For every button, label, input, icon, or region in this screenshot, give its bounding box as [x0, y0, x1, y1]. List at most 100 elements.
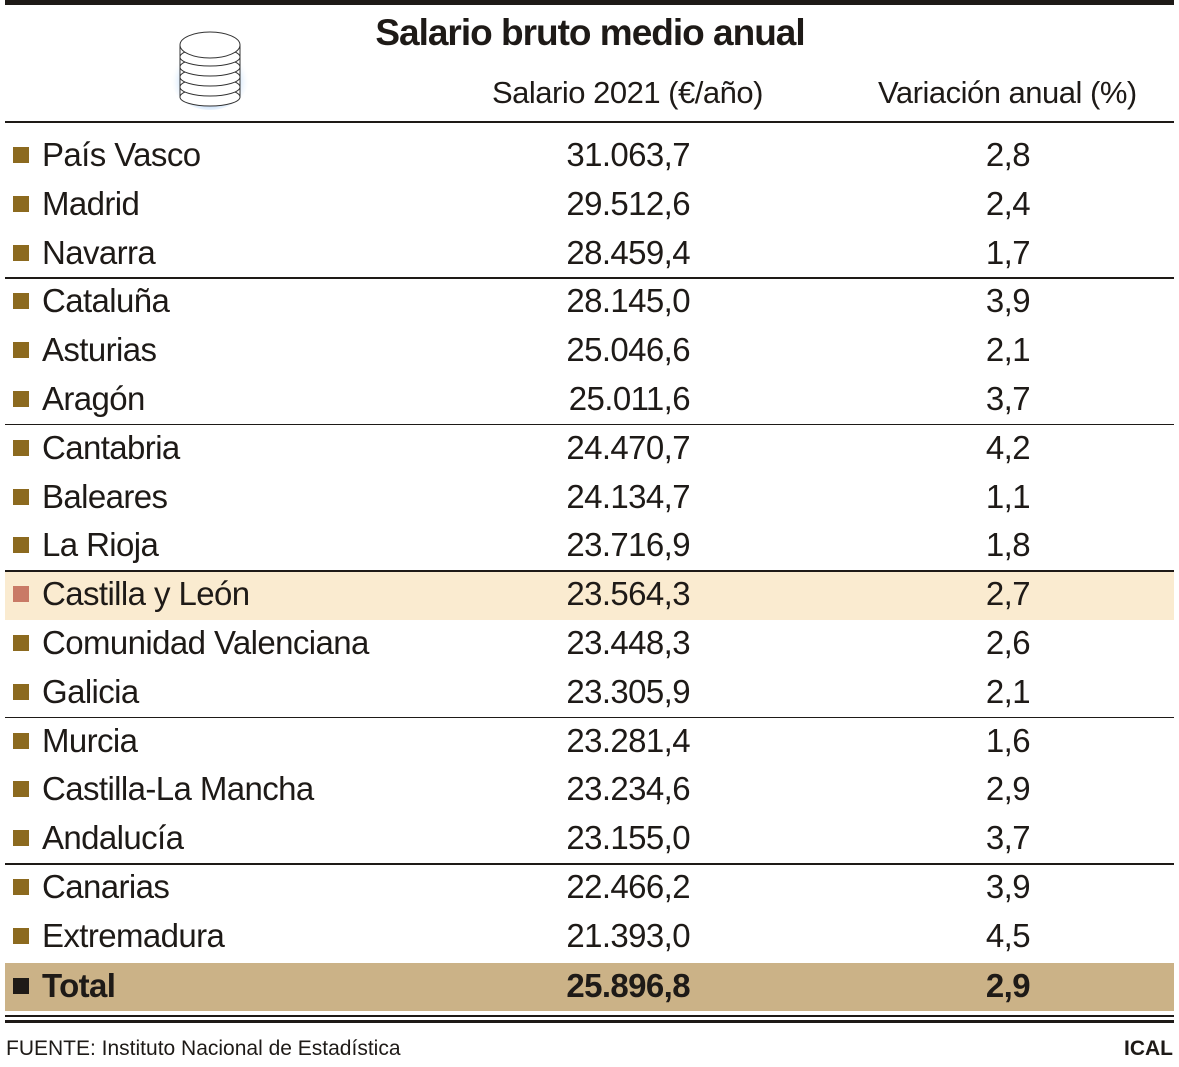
region-name: Comunidad Valenciana — [42, 624, 369, 661]
region-name: Navarra — [42, 233, 156, 271]
region-name: Asturias — [42, 331, 157, 369]
region-name: País Vasco — [42, 136, 201, 173]
table-row: Extremadura 21.393,0 4,5 — [5, 913, 1174, 962]
variation-value: 2,8 — [985, 136, 1031, 173]
variation-value: 3,9 — [985, 282, 1031, 320]
salary-value: 25.896,8 — [566, 966, 690, 1004]
region-name: Extremadura — [42, 916, 225, 954]
row-marker — [13, 781, 29, 798]
row-marker — [13, 586, 29, 603]
variation-value: 2,9 — [985, 966, 1031, 1004]
table-row: Galicia 23.305,9 2,1 — [5, 669, 1174, 718]
table-row: Castilla y León 23.564,3 2,7 — [5, 571, 1174, 620]
row-marker — [13, 293, 29, 310]
table-row: Cataluña 28.145,0 3,9 — [5, 278, 1174, 327]
table-row: Castilla-La Mancha 23.234,6 2,9 — [5, 766, 1174, 815]
variation-value: 1,7 — [985, 233, 1031, 271]
row-marker — [13, 147, 29, 163]
group-divider — [5, 863, 1174, 865]
column-header-variation: Variación anual (%) — [878, 75, 1137, 110]
salary-value: 25.046,6 — [566, 331, 690, 369]
group-divider — [5, 570, 1174, 572]
table-row: Murcia 23.281,4 1,6 — [5, 718, 1174, 767]
row-marker — [13, 488, 29, 505]
salary-value: 25.011,6 — [568, 380, 691, 417]
total-row: Total 25.896,8 2,9 — [5, 962, 1174, 1012]
variation-value: 2,1 — [985, 672, 1031, 710]
region-name: Total — [42, 966, 116, 1004]
salary-value: 23.564,3 — [566, 575, 690, 613]
salary-value: 23.155,0 — [566, 819, 690, 857]
salary-value: 29.512,6 — [566, 184, 690, 222]
variation-value: 1,6 — [985, 721, 1031, 759]
table-row: Andalucía 23.155,0 3,7 — [5, 815, 1174, 864]
group-divider — [5, 716, 1174, 719]
row-marker — [13, 635, 29, 651]
variation-value: 1,8 — [985, 526, 1031, 564]
table-row: La Rioja 23.716,9 1,8 — [5, 522, 1174, 571]
table-row: Aragón 25.011,6 3,7 — [5, 376, 1174, 425]
group-divider — [5, 423, 1174, 426]
region-name: Castilla-La Mancha — [42, 770, 314, 808]
region-name: Galicia — [42, 672, 139, 710]
salary-value: 23.234,6 — [566, 770, 690, 808]
table-row: Baleares 24.134,7 1,1 — [5, 474, 1174, 523]
variation-value: 3,7 — [985, 380, 1031, 417]
table-row: Comunidad Valenciana 23.448,3 2,6 — [5, 620, 1174, 669]
row-marker — [13, 977, 29, 994]
variation-value: 2,9 — [985, 770, 1031, 808]
variation-value: 1,1 — [985, 477, 1031, 515]
row-marker — [13, 879, 29, 895]
source-note: FUENTE: Instituto Nacional de Estadístic… — [6, 1037, 401, 1060]
variation-value: 3,7 — [985, 819, 1031, 857]
row-marker — [13, 244, 29, 261]
table-row: Navarra 28.459,4 1,7 — [5, 230, 1174, 279]
region-name: Canarias — [42, 868, 170, 905]
salary-value: 23.305,9 — [566, 672, 690, 710]
region-name: La Rioja — [42, 526, 159, 564]
table-row: Canarias 22.466,2 3,9 — [5, 864, 1174, 913]
region-name: Cataluña — [42, 282, 170, 320]
variation-value: 2,1 — [985, 331, 1031, 369]
row-marker — [13, 683, 29, 700]
salary-value: 22.466,2 — [566, 868, 690, 905]
row-marker — [13, 927, 29, 944]
table-row: Asturias 25.046,6 2,1 — [5, 327, 1174, 376]
coin-stack-icon — [170, 31, 250, 110]
region-name: Murcia — [42, 721, 138, 759]
region-name: Baleares — [42, 477, 168, 515]
footer-rule — [5, 1015, 1174, 1017]
column-header-salary: Salario 2021 (€/año) — [492, 75, 763, 110]
chart-title: Salario bruto medio anual — [375, 12, 805, 53]
header-rule — [5, 121, 1174, 123]
variation-value: 2,7 — [985, 575, 1031, 613]
salary-value: 28.459,4 — [566, 233, 690, 271]
salary-value: 23.448,3 — [566, 624, 690, 661]
variation-value: 3,9 — [985, 868, 1031, 905]
region-name: Andalucía — [42, 819, 184, 857]
salary-value: 31.063,7 — [566, 136, 690, 173]
row-marker — [13, 830, 29, 847]
row-marker — [13, 195, 29, 212]
credit: ICAL — [1124, 1037, 1173, 1060]
salary-value: 24.134,7 — [566, 477, 690, 515]
variation-value: 2,6 — [985, 624, 1031, 661]
region-name: Cantabria — [42, 428, 180, 466]
salary-value: 28.145,0 — [566, 282, 690, 320]
row-marker — [13, 439, 29, 456]
variation-value: 4,5 — [985, 916, 1031, 954]
variation-value: 4,2 — [985, 428, 1031, 466]
salary-value: 23.281,4 — [566, 721, 690, 759]
row-marker — [13, 537, 29, 554]
table-row: Cantabria 24.470,7 4,2 — [5, 425, 1174, 474]
top-rule — [5, 0, 1174, 5]
footer-rule — [5, 1020, 1174, 1023]
variation-value: 2,4 — [985, 184, 1031, 222]
row-marker — [13, 391, 29, 407]
salary-value: 23.716,9 — [566, 526, 690, 564]
region-name: Madrid — [42, 184, 140, 222]
group-divider — [5, 277, 1174, 279]
region-name: Castilla y León — [42, 575, 250, 613]
salary-value: 24.470,7 — [566, 428, 690, 466]
table-row: Madrid 29.512,6 2,4 — [5, 181, 1174, 230]
